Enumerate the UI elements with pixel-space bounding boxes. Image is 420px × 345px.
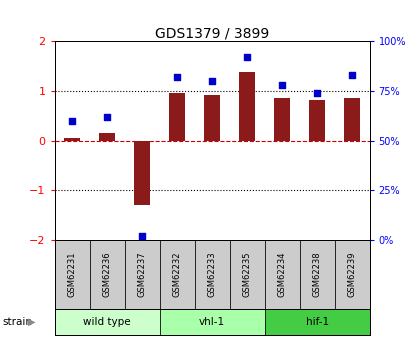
Bar <box>265 309 370 335</box>
Text: strain: strain <box>2 317 32 327</box>
Text: vhl-1: vhl-1 <box>199 317 225 327</box>
Bar <box>125 240 160 309</box>
Bar <box>134 141 150 205</box>
Bar <box>55 309 160 335</box>
Bar <box>194 240 230 309</box>
Point <box>314 90 320 96</box>
Text: GSM62236: GSM62236 <box>102 252 112 297</box>
Text: GSM62235: GSM62235 <box>243 252 252 297</box>
Point <box>139 233 145 239</box>
Bar <box>64 138 80 141</box>
Text: GSM62234: GSM62234 <box>278 252 286 297</box>
Text: GSM62237: GSM62237 <box>138 252 147 297</box>
Text: ▶: ▶ <box>28 317 35 327</box>
Point <box>174 74 181 80</box>
Bar <box>265 240 299 309</box>
Text: GSM62233: GSM62233 <box>207 252 217 297</box>
Text: GSM62239: GSM62239 <box>348 252 357 297</box>
Bar <box>239 72 255 141</box>
Point <box>69 118 76 124</box>
Bar <box>230 240 265 309</box>
Bar <box>55 240 89 309</box>
Bar <box>99 133 115 141</box>
Bar <box>160 309 265 335</box>
Text: GSM62238: GSM62238 <box>312 252 322 297</box>
Point <box>104 114 110 119</box>
Text: GSM62231: GSM62231 <box>68 252 76 297</box>
Bar <box>89 240 125 309</box>
Bar <box>274 98 290 141</box>
Text: hif-1: hif-1 <box>305 317 329 327</box>
Point <box>349 72 355 78</box>
Bar <box>335 240 370 309</box>
Bar <box>299 240 335 309</box>
Bar <box>309 100 325 141</box>
Bar <box>204 95 220 141</box>
Point <box>209 78 215 84</box>
Bar <box>160 240 194 309</box>
Bar <box>169 93 185 141</box>
Text: GSM62232: GSM62232 <box>173 252 181 297</box>
Point <box>279 82 286 88</box>
Bar <box>344 98 360 141</box>
Point <box>244 55 250 60</box>
Text: wild type: wild type <box>83 317 131 327</box>
Title: GDS1379 / 3899: GDS1379 / 3899 <box>155 26 269 40</box>
